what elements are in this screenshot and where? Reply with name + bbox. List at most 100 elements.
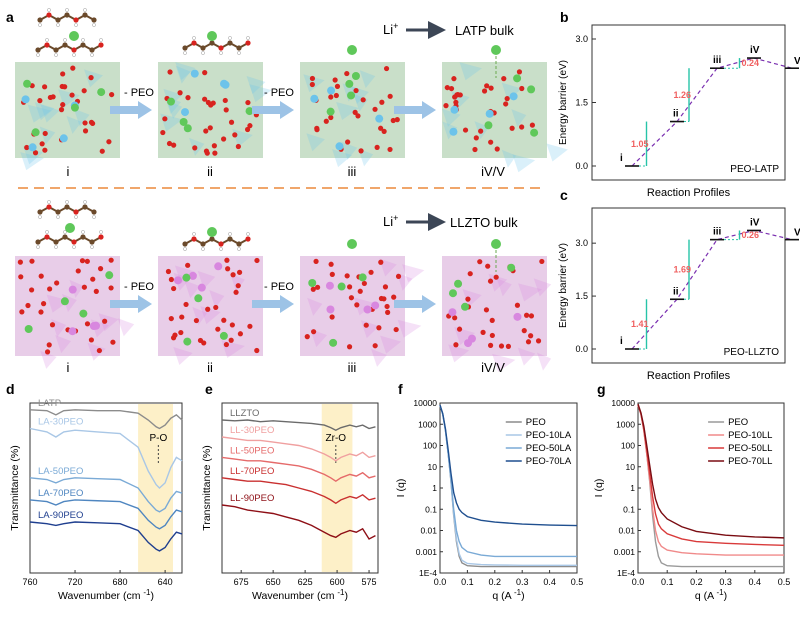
legend-label: PEO-10LL bbox=[728, 430, 772, 441]
oxygen-atom bbox=[488, 85, 494, 91]
oxygen-atom bbox=[344, 273, 350, 279]
series-label: LL-50PEO bbox=[230, 445, 274, 456]
lithium-atom bbox=[454, 279, 463, 288]
oxygen-atom bbox=[106, 139, 112, 145]
oxygen-atom bbox=[328, 261, 334, 267]
oxygen-atom bbox=[99, 148, 105, 154]
metal-atom bbox=[28, 143, 37, 152]
oxygen-atom bbox=[489, 317, 495, 323]
x-tick-label: 760 bbox=[22, 577, 37, 587]
metal-atom bbox=[326, 305, 335, 314]
ftir-latp-chart: P-O 760 720 680 640 Wavenumber (cm -1) Transmi… bbox=[9, 398, 183, 602]
oxygen-atom bbox=[98, 42, 104, 48]
y-axis-label: Transmittance (%) bbox=[9, 445, 21, 530]
oxygen-atom bbox=[191, 236, 197, 242]
y-tick-label: 0.001 bbox=[614, 547, 636, 557]
series-label: LATP bbox=[38, 398, 61, 409]
oxygen-atom bbox=[310, 286, 316, 292]
state-label: ii bbox=[673, 109, 679, 120]
series-line-ll-90peo bbox=[221, 504, 376, 540]
polyhedron bbox=[192, 307, 208, 326]
oxygen-atom bbox=[29, 258, 35, 264]
oxygen-atom bbox=[179, 314, 185, 320]
hydrogen-atom bbox=[56, 215, 60, 219]
oxygen-atom bbox=[108, 257, 114, 263]
crystal-slab-latp-1 bbox=[158, 62, 272, 158]
li-ion-label: Li+ bbox=[383, 213, 398, 229]
oxygen-atom bbox=[521, 328, 527, 334]
polyhedron bbox=[336, 102, 360, 121]
carbon-atom bbox=[53, 239, 59, 245]
oxygen-atom bbox=[525, 339, 532, 345]
oxygen-atom bbox=[384, 303, 390, 310]
oxygen-atom bbox=[213, 304, 219, 311]
lithium-atom bbox=[358, 273, 367, 282]
series-line-ll-50peo bbox=[221, 456, 376, 483]
slab-background bbox=[15, 62, 120, 158]
oxygen-atom bbox=[185, 95, 191, 101]
carbon-atom bbox=[82, 204, 88, 210]
hydrogen-atom bbox=[99, 38, 103, 42]
polyhedron bbox=[380, 335, 402, 354]
oxygen-atom bbox=[354, 302, 360, 308]
oxygen-atom bbox=[387, 146, 393, 153]
series-line-la-90peo bbox=[29, 521, 183, 552]
slab-background bbox=[158, 62, 263, 158]
polyhedron bbox=[402, 264, 425, 283]
polyhedron bbox=[353, 297, 376, 316]
stage-label: iV/V bbox=[481, 164, 505, 179]
oxygen-atom bbox=[54, 280, 60, 286]
carbon-atom bbox=[64, 12, 70, 18]
x-tick-label: 0.4 bbox=[749, 577, 762, 587]
plot-frame bbox=[439, 402, 578, 574]
oxygen-atom bbox=[42, 130, 48, 137]
oxygen-atom bbox=[42, 84, 48, 90]
y-tick-label: 0.01 bbox=[618, 526, 635, 536]
series-line-peo-70la bbox=[439, 404, 578, 527]
x-tick-label: 0.0 bbox=[632, 577, 645, 587]
oxygen-atom bbox=[465, 296, 471, 302]
oxygen-atom bbox=[84, 258, 90, 264]
li-ion bbox=[65, 223, 75, 233]
polyhedron bbox=[230, 273, 245, 292]
hydrogen-atom bbox=[63, 38, 67, 42]
y-axis-label: Energy barrier (eV) bbox=[558, 60, 569, 145]
hydrogen-atom bbox=[38, 215, 42, 219]
polyhedron bbox=[232, 128, 253, 147]
stage-label: ii bbox=[207, 164, 213, 179]
oxygen-atom bbox=[108, 285, 114, 291]
oxygen-atom bbox=[489, 332, 495, 339]
hydrogen-atom bbox=[72, 245, 76, 249]
polyhedron bbox=[175, 65, 191, 84]
oxygen-atom bbox=[309, 81, 315, 88]
oxygen-atom bbox=[97, 266, 104, 272]
lithium-atom bbox=[31, 128, 40, 137]
carbon-atom bbox=[35, 47, 41, 53]
polyhedron bbox=[40, 350, 57, 369]
carbon-atom bbox=[55, 17, 61, 23]
y-tick-label: 0.1 bbox=[425, 504, 437, 514]
li-ion bbox=[347, 239, 357, 249]
oxygen-atom bbox=[82, 128, 89, 134]
polyhedron bbox=[371, 348, 387, 367]
oxygen-atom bbox=[472, 146, 478, 153]
oxygen-atom bbox=[42, 147, 48, 153]
oxygen-atom bbox=[46, 204, 52, 210]
series-line-peo-70ll bbox=[637, 403, 785, 539]
oxygen-atom bbox=[208, 102, 214, 108]
oxygen-atom bbox=[46, 12, 52, 18]
process-arrow-top-3 bbox=[394, 101, 436, 119]
x-axis-label: q (A -1) bbox=[695, 588, 727, 602]
li-to-latp-bulk-label: Li+ LATP bulk bbox=[383, 21, 514, 39]
series-label: LA-30PEO bbox=[38, 417, 83, 428]
oxygen-atom bbox=[193, 317, 200, 324]
polyhedron bbox=[492, 353, 516, 372]
x-tick-label: 600 bbox=[330, 577, 345, 587]
carbon-atom bbox=[236, 45, 242, 51]
polyhedron bbox=[87, 342, 106, 361]
metal-atom bbox=[448, 308, 457, 317]
x-tick-label: 0.4 bbox=[543, 577, 556, 587]
lithium-atom bbox=[507, 263, 516, 272]
polyhedron bbox=[73, 108, 90, 127]
carbon-atom bbox=[182, 45, 188, 51]
